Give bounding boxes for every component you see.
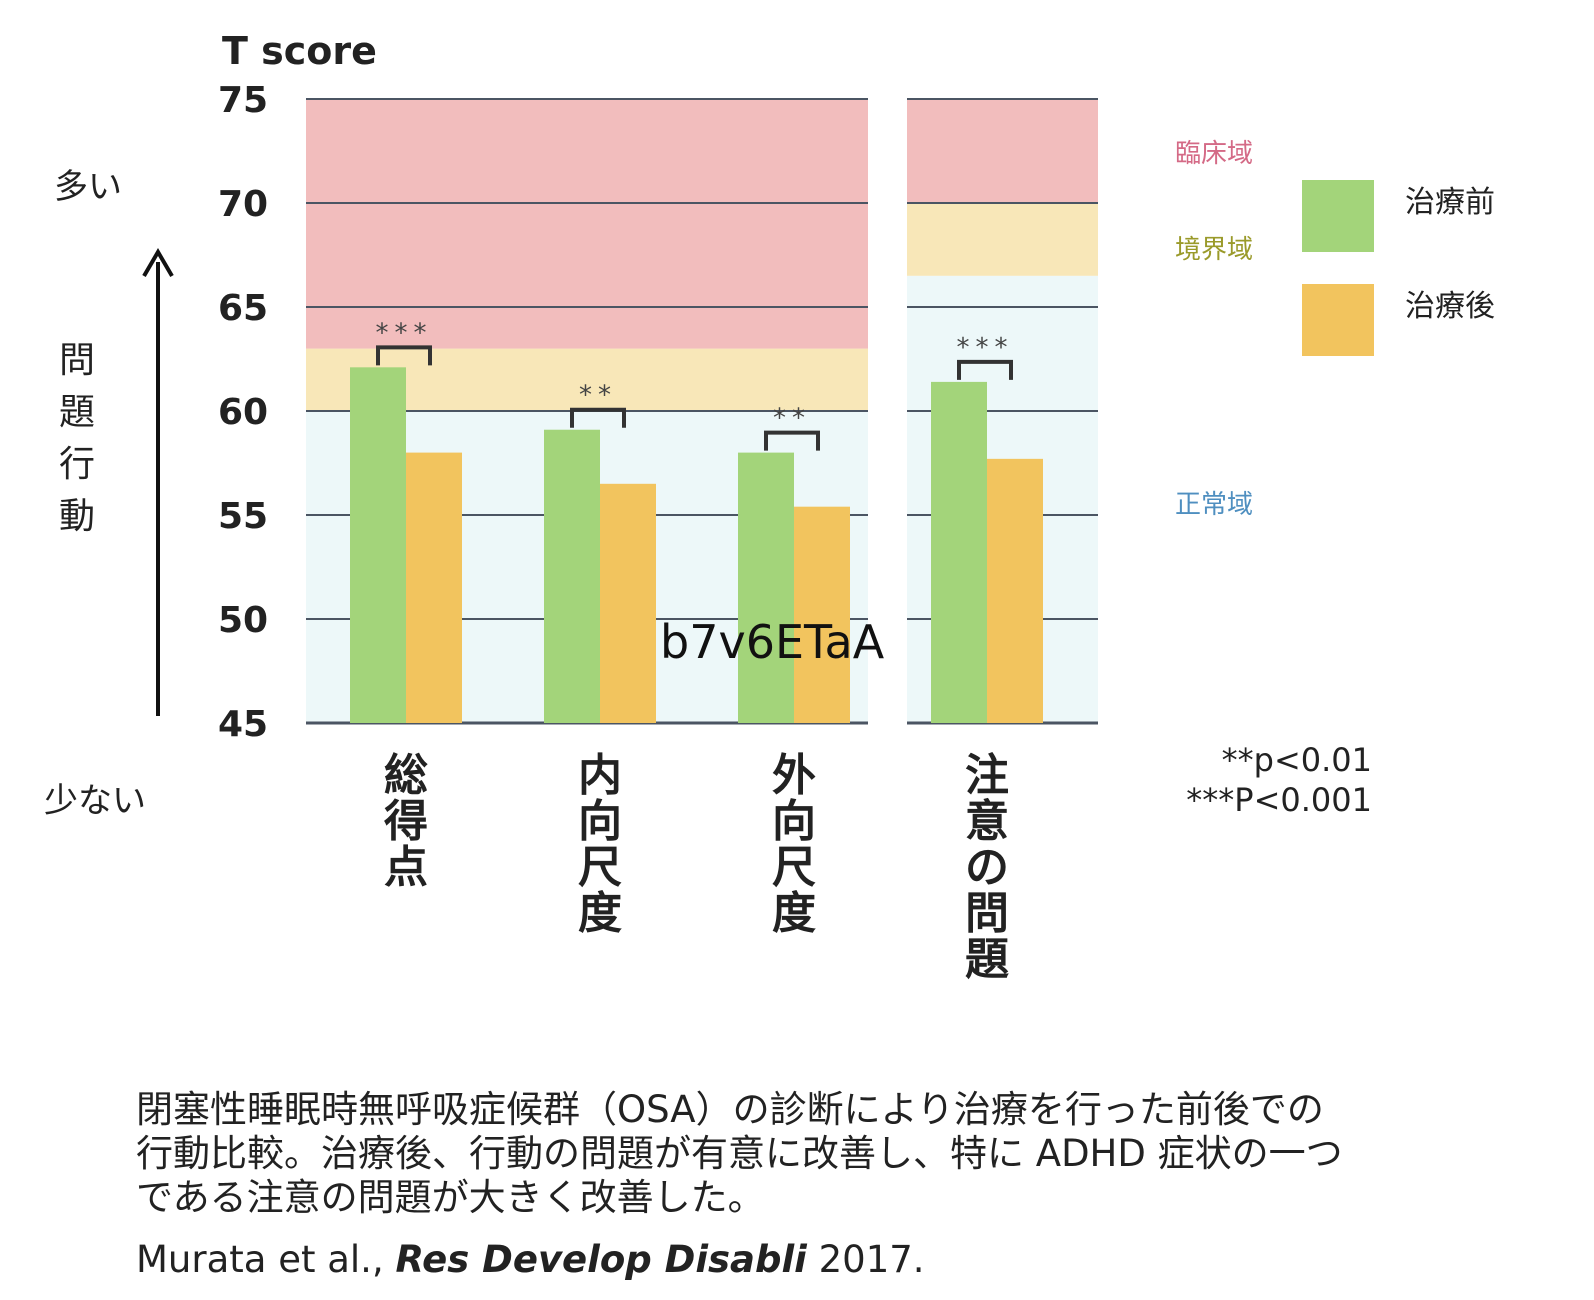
citation-journal: Res Develop Disabli (395, 1238, 807, 1281)
bar (350, 367, 406, 723)
citation: Murata et al., Res Develop Disabli 2017. (136, 1238, 925, 1282)
significance-label: *** (957, 333, 1014, 363)
arrow-label-char: 動 (59, 496, 95, 537)
legend-label: 治療後 (1405, 289, 1495, 324)
bar (600, 483, 656, 723)
y-tick-label: 50 (218, 600, 268, 641)
caption-line: である注意の問題が大きく改善した。 (136, 1176, 765, 1219)
category-label-char: 注 (965, 750, 1009, 801)
category-label-char: 向 (578, 796, 622, 847)
category-label-char: 尺 (772, 842, 816, 893)
significance-label: ** (773, 404, 811, 434)
arrow-label-char: 問 (59, 340, 95, 381)
significance-bracket (570, 407, 626, 428)
overlay-text: b7v6ETaA (660, 615, 885, 669)
category-label-char: 総 (384, 750, 428, 801)
y-tick-label: 45 (218, 704, 268, 745)
y-tick-label: 70 (218, 184, 268, 225)
category-label-char: 内 (578, 750, 622, 801)
category-label-char: 点 (384, 842, 428, 893)
zone-label-normal: 正常域 (1175, 490, 1253, 520)
arrow-head (142, 248, 174, 278)
category-label-char: 向 (772, 796, 816, 847)
y-tick-label: 65 (218, 288, 268, 329)
arrow-label-bottom: 少ない (44, 781, 146, 821)
category-label-char: 意 (965, 796, 1009, 847)
category-label-char: 度 (578, 888, 622, 939)
arrow-label-char: 行 (59, 444, 95, 485)
category-label-char: 尺 (578, 842, 622, 893)
bar (794, 506, 850, 723)
y-axis-title: T score (222, 29, 377, 73)
zone-label-borderline: 境界域 (1175, 235, 1253, 265)
borderline-zone (907, 203, 1098, 276)
category-label-char: 外 (772, 750, 816, 801)
clinical-zone (306, 99, 868, 349)
significance-label: ** (579, 381, 617, 411)
y-tick-label: 55 (218, 496, 268, 537)
caption-line: 行動比較。治療後、行動の問題が有意に改善し、特に ADHD 症状の一つ (136, 1132, 1343, 1175)
citation-year: 2017. (806, 1238, 925, 1281)
significance-bracket (376, 345, 432, 366)
bar (931, 381, 987, 723)
legend-swatch (1302, 284, 1374, 356)
bar (544, 429, 600, 723)
significance-bracket (957, 359, 1013, 380)
p-value-note: **p<0.01 (1222, 741, 1372, 779)
bar (406, 452, 462, 723)
bars (350, 367, 1043, 723)
y-tick-label: 75 (218, 80, 268, 121)
caption-line: 閉塞性睡眠時無呼吸症候群（OSA）の診断により治療を行った前後での (136, 1088, 1324, 1131)
figure-caption: 閉塞性睡眠時無呼吸症候群（OSA）の診断により治療を行った前後での 行動比較。治… (136, 1088, 1556, 1220)
category-label-char: 問 (965, 888, 1009, 939)
significance-marks: ********** (376, 318, 1014, 451)
citation-authors: Murata et al., (136, 1238, 396, 1281)
category-label-char: の (965, 842, 1009, 893)
arrow-label-top: 多い (54, 167, 122, 207)
bar (987, 458, 1043, 723)
arrow-label-char: 題 (59, 392, 95, 433)
category-label-char: 度 (772, 888, 816, 939)
legend-label: 治療前 (1405, 185, 1495, 220)
p-value-note: ***P<0.001 (1186, 781, 1372, 819)
clinical-zone (907, 99, 1098, 203)
zone-label-clinical: 臨床域 (1175, 139, 1253, 169)
significance-bracket (764, 430, 820, 451)
category-label-char: 得 (383, 796, 428, 847)
y-tick-label: 60 (218, 392, 268, 433)
p-value-notes: **p<0.01***P<0.001 (1186, 741, 1372, 819)
category-label-char: 題 (965, 934, 1009, 985)
y-axis: 45 50 55 60 65 70 75 T score (218, 29, 377, 745)
legend-swatch (1302, 180, 1374, 252)
bar (738, 452, 794, 723)
significance-label: *** (376, 318, 433, 348)
